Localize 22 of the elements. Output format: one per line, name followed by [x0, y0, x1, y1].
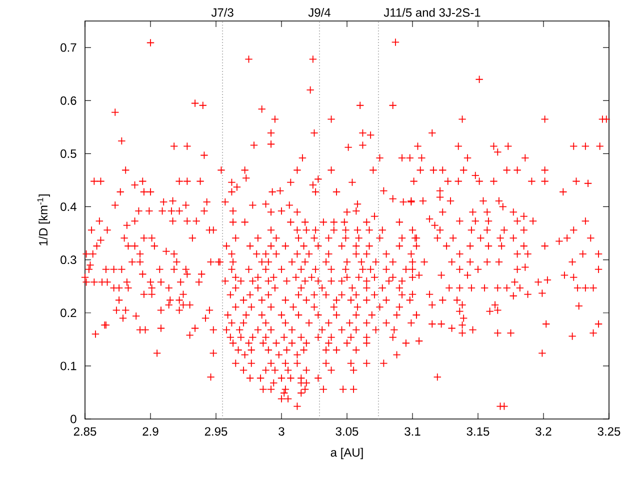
x-tick-label: 3 [278, 427, 284, 436]
y-tick-label: 0.7 [60, 43, 76, 52]
y-tick-label: 0.6 [60, 96, 76, 105]
ref-line-label: J11/5 and 3J-2S-1 [384, 8, 480, 17]
x-axis-title: a [AU] [330, 448, 363, 460]
y-tick-label: 0.2 [60, 308, 76, 318]
x-tick-label: 2.9 [142, 427, 158, 436]
y-tick-label: 0 [70, 414, 76, 424]
ref-line-label: J7/3 [211, 8, 234, 17]
y-tick-label: 0.4 [60, 202, 76, 211]
x-tick-label: 3.05 [336, 427, 358, 436]
y-tick-label: 0.5 [60, 149, 76, 158]
x-tick-label: 2.85 [74, 427, 96, 436]
x-tick-label: 2.95 [204, 427, 228, 436]
x-tick-label: 3.15 [466, 427, 490, 436]
y-axis-title: 1/D [km$^{-1}$] [37, 194, 50, 246]
x-tick-label: 3.1 [404, 427, 420, 436]
x-tick-label: 3.25 [598, 427, 620, 436]
y-tick-label: 0.3 [60, 256, 76, 264]
y-tick-label: 0.1 [60, 362, 76, 370]
ref-line-label: J9/4 [308, 8, 330, 17]
x-tick-label: 3.2 [536, 427, 552, 436]
